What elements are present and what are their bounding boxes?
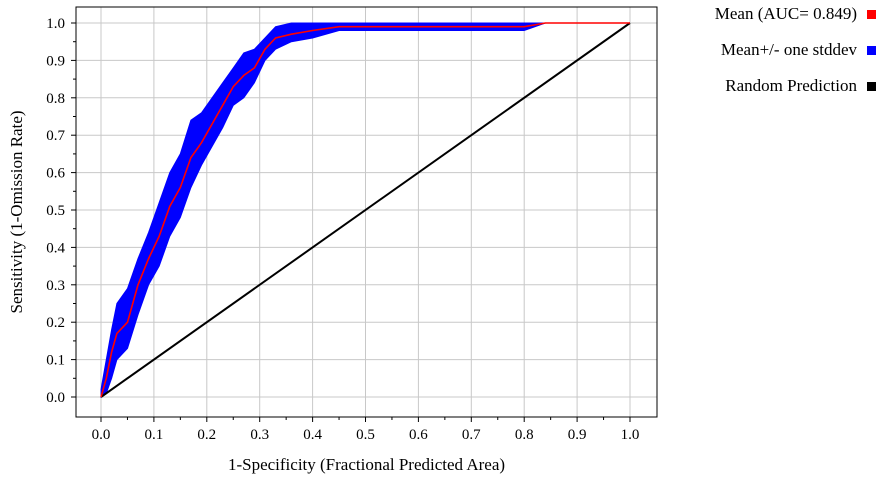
legend: Mean (AUC= 0.849) Mean+/- one stddev Ran… [676, 4, 882, 112]
x-tick-label: 0.3 [250, 427, 269, 443]
x-tick-label: 0.8 [515, 427, 534, 443]
x-tick-label: 0.4 [303, 427, 322, 443]
y-tick-label: 0.5 [46, 203, 65, 219]
y-tick-label: 0.6 [46, 166, 65, 182]
x-tick-label: 1.0 [621, 427, 640, 443]
legend-swatch-mean [867, 9, 876, 19]
x-tick-label: 0.0 [92, 427, 111, 443]
x-tick-label: 0.9 [568, 427, 587, 443]
y-tick-label: 0.9 [46, 53, 65, 69]
y-tick-label: 0.7 [46, 128, 65, 144]
x-tick-label: 0.1 [145, 427, 164, 443]
random-prediction-line [100, 22, 631, 398]
legend-swatch-random [867, 81, 876, 91]
y-tick-label: 0.0 [46, 390, 65, 406]
legend-item-stddev: Mean+/- one stddev [676, 40, 882, 60]
x-tick-label: 0.5 [356, 427, 375, 443]
x-axis-title: 1-Specificity (Fractional Predicted Area… [228, 455, 505, 474]
legend-swatch-stddev [867, 45, 876, 55]
mean-roc-line [100, 22, 630, 398]
legend-item-random: Random Prediction [676, 76, 882, 96]
y-axis-title: Sensitivity (1-Omission Rate) [7, 110, 26, 313]
legend-label-stddev: Mean+/- one stddev [720, 40, 857, 59]
x-tick-label: 0.7 [462, 427, 481, 443]
y-tick-label: 1.0 [46, 16, 65, 32]
y-tick-label: 0.1 [46, 353, 65, 369]
x-tick-label: 0.6 [409, 427, 428, 443]
roc-chart: 0.0 0.1 0.2 0.3 0.4 0.5 0.6 0.7 0.8 0.9 1.0 0.0 0.1 0… [7, 6, 658, 474]
y-tick-label: 0.8 [46, 91, 65, 107]
x-tick-label: 0.2 [197, 427, 216, 443]
y-tick-label: 0.2 [46, 315, 65, 331]
ticks: 0.0 0.1 0.2 0.3 0.4 0.5 0.6 0.7 0.8 0.9 1.0 0.0 0.1 0… [46, 16, 639, 443]
y-tick-label: 0.3 [46, 278, 65, 294]
legend-label-random: Random Prediction [725, 76, 857, 95]
legend-item-mean: Mean (AUC= 0.849) [676, 4, 882, 24]
legend-label-mean: Mean (AUC= 0.849) [714, 4, 857, 23]
y-tick-label: 0.4 [46, 240, 65, 256]
plot-frame [75, 6, 658, 418]
lines-layer [100, 22, 631, 398]
